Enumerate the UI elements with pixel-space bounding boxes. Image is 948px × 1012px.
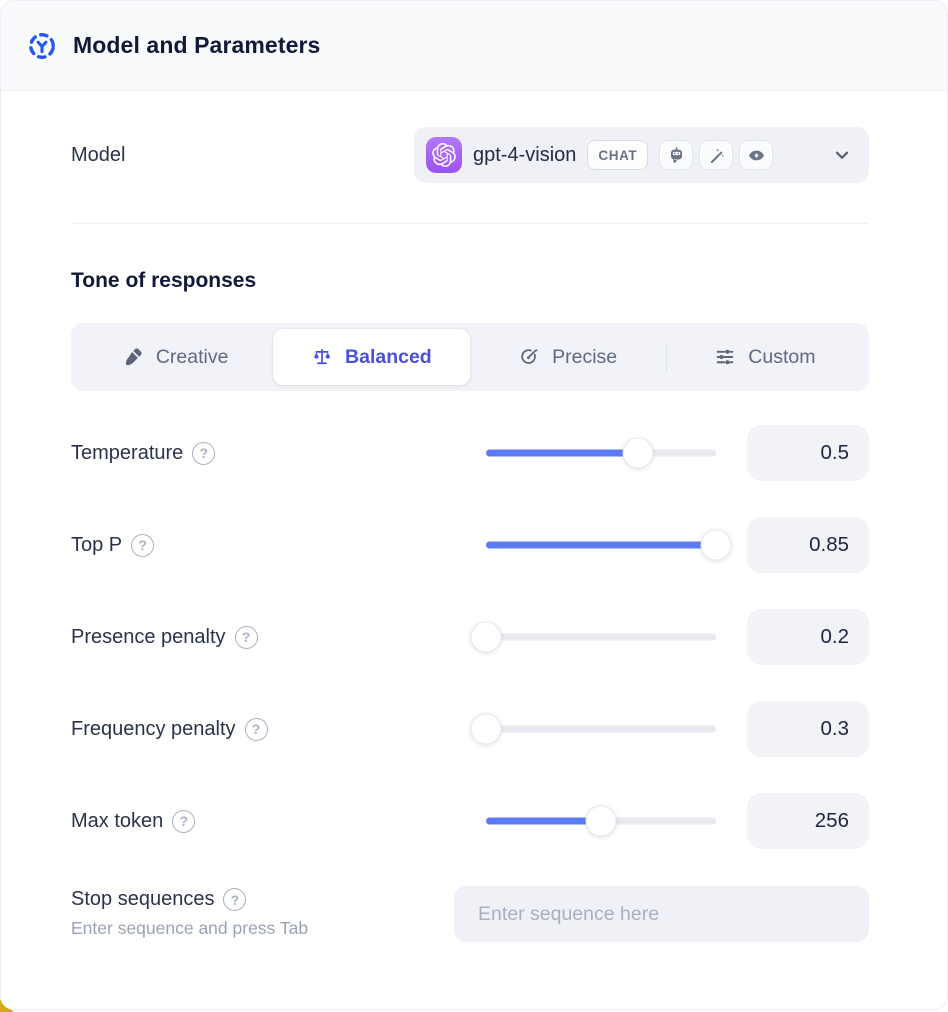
slider-thumb[interactable] (700, 529, 732, 561)
frequency-penalty-value[interactable]: 0.3 (747, 701, 869, 757)
paintbrush-icon (125, 348, 142, 366)
model-row: Model gpt-4-vision CHAT (71, 127, 869, 183)
slider-thumb[interactable] (585, 805, 617, 837)
help-icon[interactable]: ? (131, 533, 155, 557)
slider-thumb[interactable] (470, 713, 502, 745)
panel-header: Model and Parameters (1, 1, 947, 91)
help-icon[interactable]: ? (244, 717, 268, 741)
presence-penalty-slider[interactable] (470, 609, 716, 665)
stop-sequences-row: Stop sequences ? Enter sequence and pres… (71, 886, 869, 942)
tone-heading: Tone of responses (71, 269, 257, 292)
param-row-presence-penalty: Presence penalty ? 0.2 (71, 609, 869, 665)
help-icon[interactable]: ? (192, 441, 216, 465)
stop-sequences-hint: Enter sequence and press Tab (71, 918, 309, 938)
ai-agent-icon (29, 32, 55, 59)
panel-title: Model and Parameters (73, 32, 321, 58)
help-icon[interactable]: ? (223, 888, 247, 911)
tone-tab-bar: Creative Balanced Precise (71, 323, 869, 391)
presence-penalty-label: Presence penalty (71, 625, 226, 648)
max-token-slider[interactable] (486, 793, 716, 849)
presence-penalty-value[interactable]: 0.2 (747, 609, 869, 665)
frequency-penalty-label: Frequency penalty (71, 717, 236, 740)
model-label: Model (71, 143, 126, 166)
model-select-dropdown[interactable]: gpt-4-vision CHAT (414, 127, 869, 183)
param-row-max-token: Max token ? 256 (71, 793, 869, 849)
selected-model-name: gpt-4-vision (473, 143, 577, 166)
tab-label: Balanced (345, 345, 432, 368)
help-icon[interactable]: ? (172, 809, 196, 833)
sliders-icon (716, 349, 734, 365)
slider-thumb[interactable] (622, 437, 654, 469)
top-p-label: Top P (71, 533, 123, 556)
magic-wand-icon (699, 140, 734, 170)
target-icon (521, 348, 539, 364)
tab-balanced[interactable]: Balanced (273, 329, 470, 385)
max-token-label: Max token (71, 809, 164, 832)
tab-creative[interactable]: Creative (77, 329, 273, 385)
tab-label: Custom (748, 345, 816, 368)
temperature-slider[interactable] (486, 425, 716, 481)
tab-label: Creative (155, 345, 229, 368)
tab-divider (665, 342, 667, 372)
chatbot-icon (659, 140, 694, 170)
tab-label: Precise (552, 345, 618, 368)
temperature-value[interactable]: 0.5 (747, 425, 869, 481)
model-type-badge: CHAT (587, 140, 649, 170)
slider-thumb[interactable] (470, 621, 502, 653)
tab-custom[interactable]: Custom (667, 329, 863, 385)
scales-icon (314, 348, 331, 365)
top-p-value[interactable]: 0.85 (747, 517, 869, 573)
model-capability-icons (659, 140, 774, 170)
param-row-temperature: Temperature ? 0.5 (71, 425, 869, 481)
section-divider (71, 223, 869, 224)
param-row-frequency-penalty: Frequency penalty ? 0.3 (71, 701, 869, 757)
vision-eye-icon (739, 140, 774, 170)
openai-logo (426, 137, 462, 173)
frequency-penalty-slider[interactable] (470, 701, 716, 757)
stop-sequence-input[interactable] (454, 886, 869, 942)
stop-sequences-label: Stop sequences (71, 888, 215, 910)
help-icon[interactable]: ? (234, 625, 258, 649)
temperature-label: Temperature (71, 441, 184, 464)
max-token-value[interactable]: 256 (747, 793, 869, 849)
param-row-top-p: Top P ? 0.85 (71, 517, 869, 573)
tab-precise[interactable]: Precise (470, 329, 666, 385)
chevron-down-icon (831, 144, 853, 166)
top-p-slider[interactable] (486, 517, 732, 573)
